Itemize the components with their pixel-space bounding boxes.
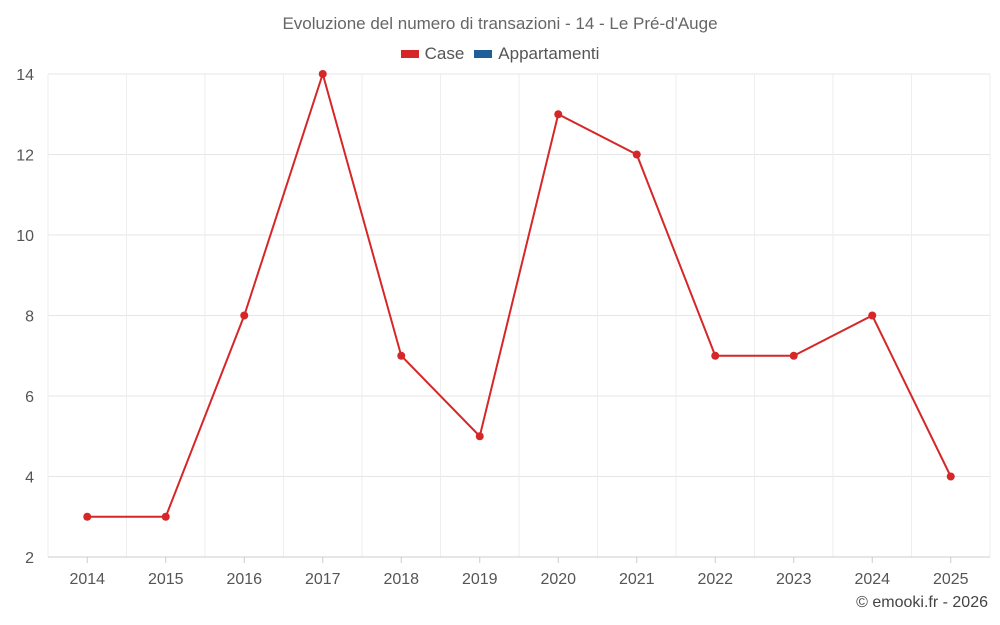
- x-tick-label: 2023: [776, 571, 812, 588]
- data-point-case: [83, 512, 92, 521]
- y-tick-label: 8: [25, 309, 34, 326]
- x-tick-label: 2020: [540, 571, 576, 588]
- y-tick-label: 4: [25, 470, 34, 487]
- data-point-case: [868, 311, 877, 320]
- x-tick-label: 2017: [305, 571, 341, 588]
- x-tick-label: 2021: [619, 571, 655, 588]
- y-tick-label: 12: [16, 148, 34, 165]
- y-tick-label: 6: [25, 389, 34, 406]
- data-point-case: [475, 432, 484, 441]
- x-tick-label: 2014: [69, 571, 105, 588]
- data-point-case: [711, 351, 720, 360]
- series-line-case: [87, 70, 952, 518]
- y-tick-label: 14: [16, 67, 34, 84]
- data-point-case: [161, 512, 170, 521]
- data-point-case: [946, 472, 955, 481]
- data-point-case: [789, 351, 798, 360]
- x-tick-label: 2022: [697, 571, 733, 588]
- x-tick-label: 2015: [148, 571, 184, 588]
- x-tick-label: 2018: [383, 571, 419, 588]
- legend-item-appartamenti[interactable]: Appartamenti: [474, 44, 599, 64]
- x-tick-label: 2024: [854, 571, 890, 588]
- legend-item-case[interactable]: Case: [400, 44, 465, 64]
- data-point-case: [240, 311, 249, 320]
- data-point-case: [632, 150, 641, 159]
- y-tick-label: 10: [16, 228, 34, 245]
- credit-text: © emooki.fr - 2026: [856, 594, 988, 611]
- chart-title: Evoluzione del numero di transazioni - 1…: [282, 14, 718, 33]
- x-tick-label: 2016: [226, 571, 262, 588]
- legend-swatch-appartamenti: [474, 50, 493, 58]
- data-point-case: [318, 70, 327, 78]
- legend: Case Appartamenti: [0, 44, 1000, 64]
- legend-swatch-case: [400, 50, 419, 58]
- x-tick-label: 2019: [462, 571, 498, 588]
- data-point-case: [397, 351, 406, 360]
- data-point-case: [554, 110, 563, 119]
- legend-label-appartamenti: Appartamenti: [498, 44, 600, 63]
- legend-label-case: Case: [424, 44, 465, 63]
- y-tick-label: 2: [25, 550, 34, 567]
- x-tick-label: 2025: [933, 571, 969, 588]
